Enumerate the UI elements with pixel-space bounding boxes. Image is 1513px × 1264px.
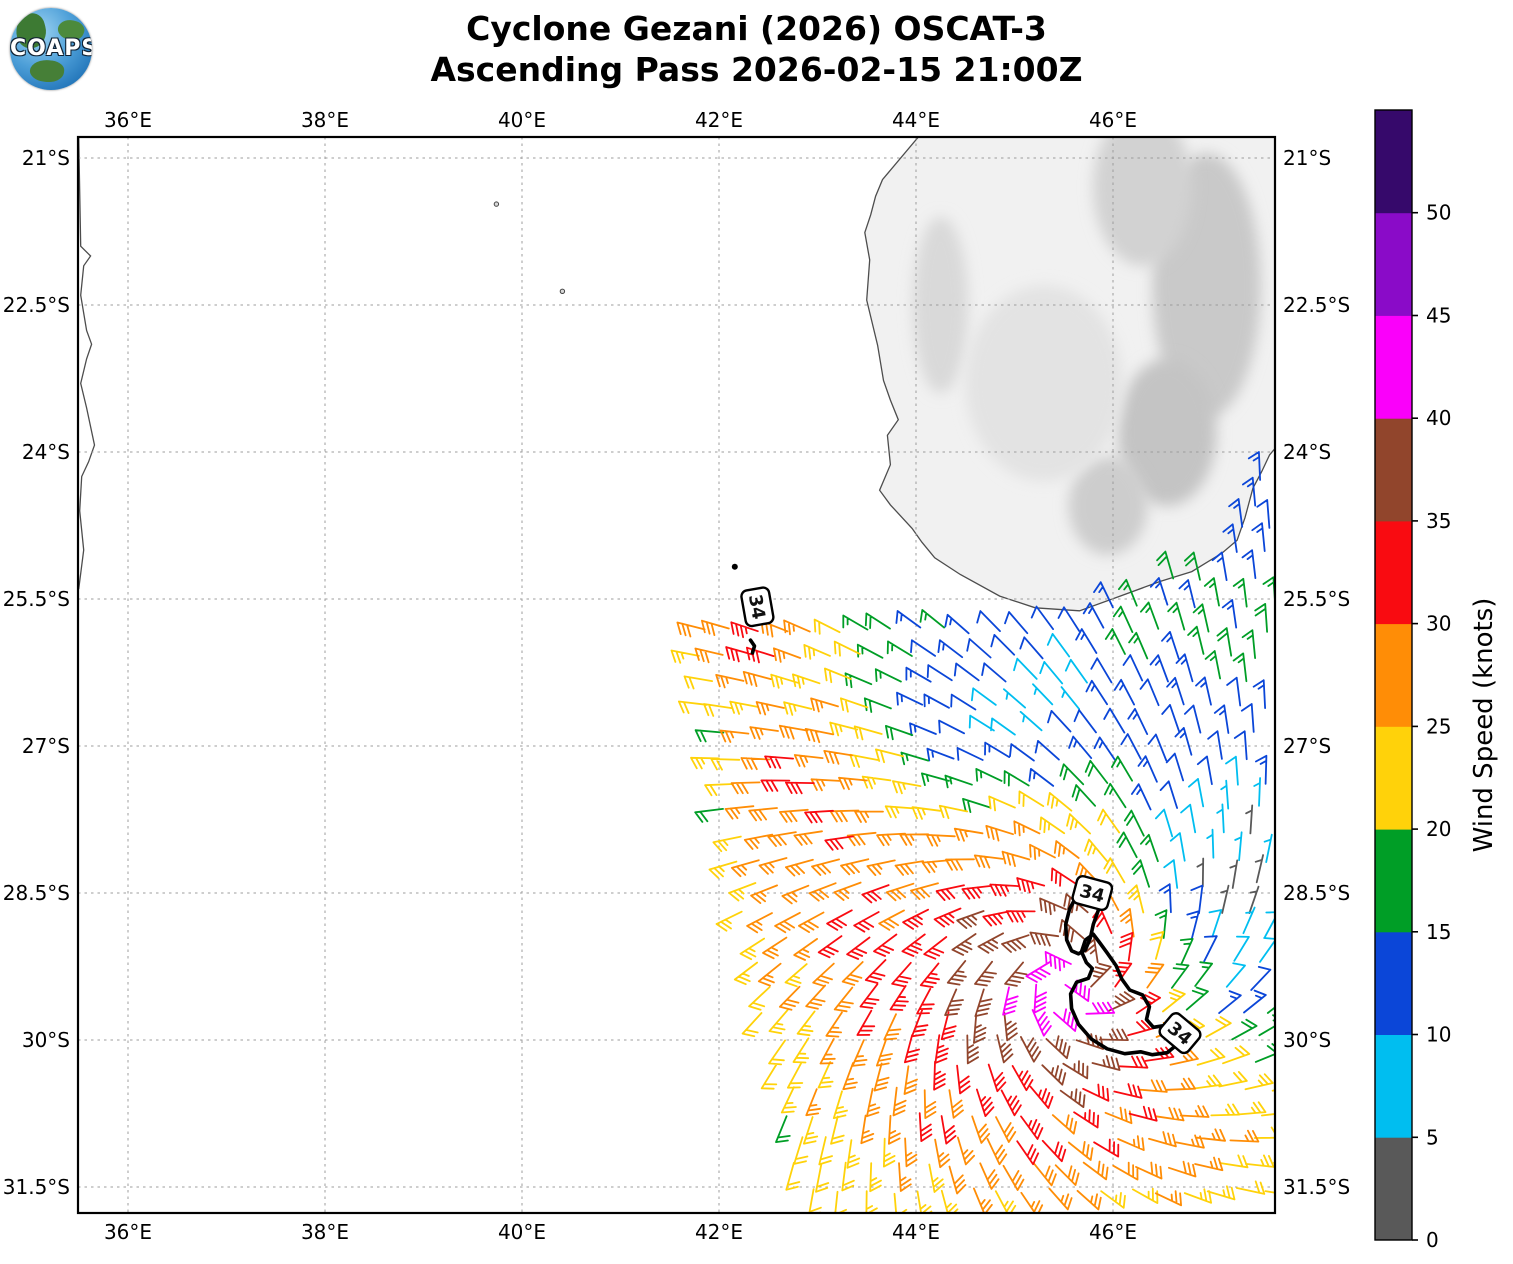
isotach-34-contour-layer [731,563,1180,1057]
y-tick-label-left: 25.5°S [3,587,70,611]
colorbar-frame [1374,109,1413,1241]
colorbar-tick-label: 45 [1426,304,1451,328]
colorbar-segment-20 [1375,726,1412,830]
isotach-34-contour [1063,896,1105,956]
coaps-logo: COAPS [10,8,92,90]
land-layer [78,137,1275,612]
wind-barbs-40-45kt [1002,951,1116,1037]
y-tick-label-left: 22.5°S [3,293,70,317]
terrain-patch [913,216,969,394]
y-tick-label-right: 31.5°S [1283,1175,1350,1199]
terrain-patch [1093,137,1192,266]
wind-barbs-layer [670,451,1275,1213]
isotach-34-label: 34 [1071,874,1114,912]
colorbar-tick-label: 35 [1426,509,1451,533]
x-tick-label-top: 44°E [892,108,940,132]
terrain-shading-layer [913,137,1261,555]
terrain-patch [965,285,1123,482]
isotach-34-contour [1068,932,1180,1057]
colorbar-segment-15 [1375,829,1412,933]
y-tick-label-right: 30°S [1283,1028,1331,1052]
isotach-34-label: 34 [740,586,775,628]
x-tick-label-bottom: 38°E [301,1220,349,1244]
colorbar-tick-label: 5 [1426,1125,1439,1149]
title-line-1: Cyclone Gezani (2026) OSCAT-3 [466,9,1047,48]
colorbar-tick-label: 10 [1426,1023,1451,1047]
colorbar-segment-5 [1375,1034,1412,1138]
colorbar-segment-30 [1375,520,1412,625]
colorbar-segment-35 [1375,418,1412,522]
colorbar: 0 5 10 15 20 25 30 35 40 45 50 Wind Speed (knots) [1374,109,1499,1252]
y-tick-label-left: 24°S [22,440,70,464]
x-tick-label-bottom: 44°E [892,1220,940,1244]
y-tick-label-left: 30°S [22,1028,70,1052]
x-tick-label-bottom: 40°E [498,1220,546,1244]
y-tick-label-right: 22.5°S [1283,293,1350,317]
wind-barbs-15-20kt [694,550,1275,1143]
x-tick-label-top: 36°E [104,108,152,132]
isotach-34-label-text: 34 [744,593,769,621]
isotach-34-label: 34 [1158,1012,1202,1055]
colorbar-segment-25 [1375,623,1412,727]
colorbar-axis-label: Wind Speed (knots) [1469,598,1499,853]
coaps-logo-text: COAPS [10,36,92,61]
colorbar-segment-10 [1375,931,1412,1035]
colorbar-tick-label: 0 [1426,1228,1439,1252]
colorbar-segment-0 [1375,1137,1412,1241]
title-line-2: Ascending Pass 2026-02-15 21:00Z [430,50,1083,89]
isotach-34-label-box [1071,874,1114,912]
x-tick-label-bottom: 46°E [1089,1220,1137,1244]
y-tick-label-right: 28.5°S [1283,881,1350,905]
islet [559,288,566,294]
terrain-patch [1068,456,1148,555]
colorbar-segment-40 [1375,315,1412,419]
map-frame [76,135,1277,1215]
wind-barbs-20-25kt [670,618,1275,1213]
colorbar-segment-45 [1375,212,1412,316]
wind-barbs-10-15kt [895,451,1272,1014]
wind-barbs-25-30kt [676,619,1260,1213]
colorbar-tick-label: 50 [1426,201,1451,225]
wind-barbs-0-5kt [1196,804,1264,914]
y-tick-label-right: 27°S [1283,734,1331,758]
isotach-34-contour [748,638,757,655]
y-tick-label-left: 27°S [22,734,70,758]
isotach-34-label-box [1158,1012,1202,1055]
colorbar-segment-50 [1375,110,1412,214]
islet [493,201,500,207]
x-tick-label-top: 46°E [1089,108,1137,132]
terrain-patch [1117,358,1217,506]
coastline-mozambique [78,137,96,590]
x-tick-label-top: 40°E [498,108,546,132]
isotach-34-label-box [740,586,775,628]
colorbar-tick-label: 20 [1426,817,1451,841]
colorbar-tick-label: 25 [1426,714,1451,738]
wind-barbs-35-40kt [944,893,1136,1108]
colorbar-tick-label: 30 [1426,612,1451,636]
colorbar-tick-label: 15 [1426,920,1451,944]
x-tick-label-top: 38°E [301,108,349,132]
isotach-34-spot [731,563,738,570]
x-tick-label-top: 42°E [695,108,743,132]
y-tick-label-right: 21°S [1283,146,1331,170]
gridlines-layer [78,137,1275,1213]
colorbar-tick-label: 40 [1426,406,1451,430]
y-tick-label-left: 21°S [22,146,70,170]
axis-labels-layer: 36°E 36°E 38°E 38°E 40°E 40°E 42°E 42°E 44°E 44°E… [3,108,1350,1244]
x-tick-label-bottom: 36°E [104,1220,152,1244]
wind-barbs-5-10kt [968,633,1275,988]
x-tick-label-bottom: 42°E [695,1220,743,1244]
y-tick-label-right: 24°S [1283,440,1331,464]
y-tick-label-left: 31.5°S [3,1175,70,1199]
y-tick-label-left: 28.5°S [3,881,70,905]
y-tick-label-right: 25.5°S [1283,587,1350,611]
plot-title: Cyclone Gezani (2026) OSCAT-3 Ascending … [0,8,1513,90]
